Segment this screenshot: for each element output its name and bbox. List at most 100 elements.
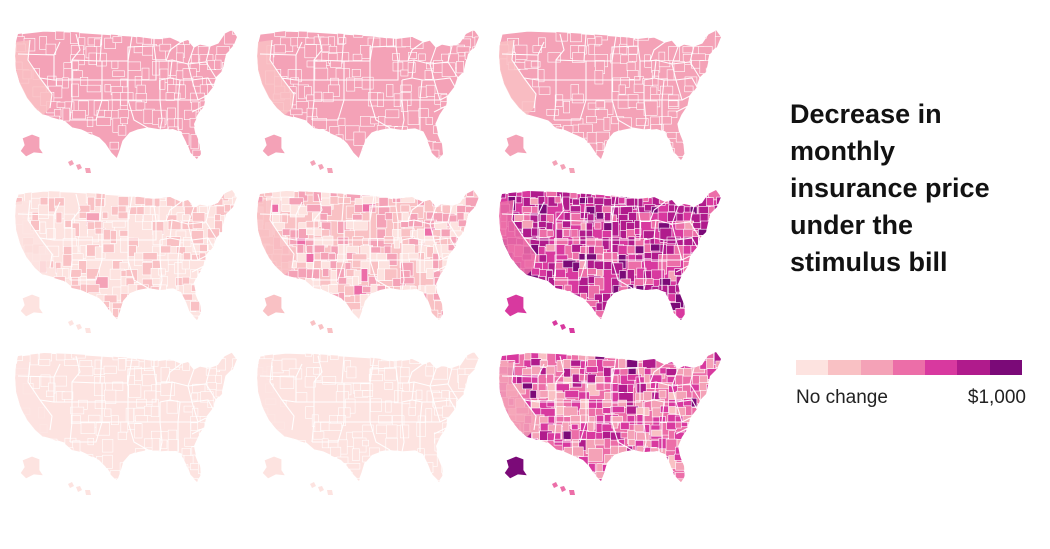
state-boundary [369, 39, 397, 61]
county-cell [466, 276, 479, 284]
state-boundary [191, 105, 205, 113]
county-cell [119, 229, 129, 237]
county-cell [257, 455, 265, 467]
county-cell [563, 101, 570, 114]
county-cell [675, 318, 685, 320]
county-cell [376, 294, 389, 309]
county-cell [538, 478, 554, 482]
county-cell [134, 423, 143, 439]
county-cell [725, 470, 731, 479]
county-cell [153, 487, 160, 501]
county-cell [159, 318, 170, 320]
county-cell [723, 317, 736, 331]
county-cell [706, 470, 719, 482]
county-cell [708, 166, 721, 173]
california-region [257, 362, 294, 437]
county-cell [378, 415, 393, 424]
county-cell [659, 448, 667, 456]
county-cell [110, 327, 120, 340]
county-cell [353, 318, 361, 320]
county-cell [371, 165, 379, 177]
county-cell [239, 303, 252, 309]
county-cell [167, 488, 178, 496]
alaska-shape [261, 133, 288, 158]
county-cell [231, 367, 237, 381]
county-cell [192, 383, 206, 394]
county-cell [400, 84, 412, 92]
county-cell [482, 480, 492, 492]
state-boundary [369, 361, 397, 383]
county-cell [538, 254, 547, 263]
county-cell [214, 260, 228, 272]
county-cells [257, 190, 479, 320]
county-cell [466, 414, 478, 426]
county-cell [714, 150, 721, 160]
county-cell [150, 165, 164, 171]
county-cell [257, 478, 272, 482]
county-cell [426, 62, 434, 70]
county-cell [96, 471, 107, 481]
county-cell [159, 478, 170, 482]
state-boundary [159, 259, 163, 291]
county-cell [555, 310, 569, 320]
county-cell [175, 454, 185, 469]
county-cell [416, 470, 427, 482]
county-cell [706, 358, 714, 369]
county-cell [143, 352, 151, 358]
county-cell [190, 301, 205, 312]
county-cell [585, 158, 598, 160]
county-cell [320, 292, 333, 305]
county-cell [660, 471, 671, 482]
county-cell [675, 462, 689, 471]
county-cell [682, 447, 690, 454]
county-cell [698, 285, 708, 298]
county-cell [618, 84, 626, 95]
county-cell [594, 488, 607, 498]
county-cell [441, 389, 450, 399]
county-cell [482, 78, 495, 90]
county-cell [232, 116, 237, 126]
state-boundary [313, 33, 323, 80]
county-cell [716, 165, 728, 174]
county-cell [80, 422, 96, 435]
county-cell [207, 158, 221, 160]
county-cell [725, 392, 735, 398]
county-cell [206, 447, 215, 461]
state-boundary [611, 99, 633, 129]
county-cell [546, 454, 555, 468]
county-cell [594, 36, 603, 45]
county-cell [70, 471, 83, 479]
county-cell [690, 245, 702, 258]
county-cell [305, 455, 319, 467]
county-cell [239, 269, 251, 279]
county-cell [47, 278, 57, 292]
map-panel-9 [494, 342, 734, 502]
county-cell [706, 487, 717, 501]
county-cell [142, 252, 158, 262]
county-cell [626, 324, 633, 333]
county-cell [708, 316, 718, 320]
county-cell [215, 252, 225, 266]
county-cell [539, 157, 548, 160]
county-cell [635, 118, 649, 126]
county-cell [714, 376, 721, 386]
state-boundary [191, 265, 205, 273]
county-cell [117, 431, 127, 440]
map-panel-1 [10, 20, 250, 180]
county-cell [715, 278, 721, 289]
state-boundary [54, 401, 73, 443]
state-boundary [191, 427, 205, 435]
county-cell [312, 431, 325, 440]
state-boundary [644, 77, 665, 101]
county-cell [690, 446, 704, 461]
state-boundary [70, 421, 103, 443]
county-cell [684, 308, 693, 319]
county-cell [321, 318, 336, 320]
county-cell [523, 133, 539, 145]
county-cell [716, 326, 728, 336]
county-cell [417, 149, 430, 158]
county-cell [94, 317, 105, 320]
county-cell [207, 148, 219, 157]
county-cell [708, 408, 721, 416]
county-cell [523, 480, 531, 482]
